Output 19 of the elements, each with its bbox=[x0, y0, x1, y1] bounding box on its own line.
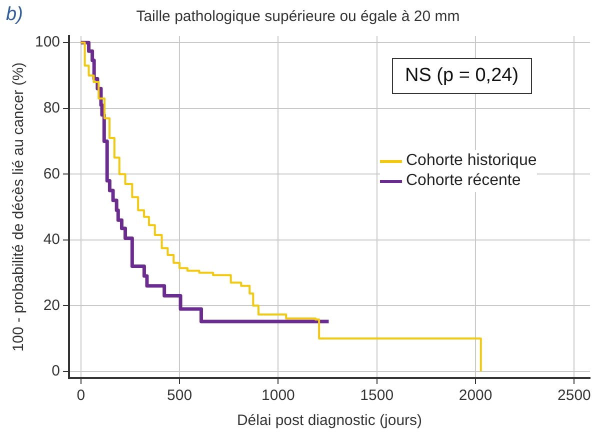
y-axis-title: 100 - probabilité de décès lié au cancer (%) bbox=[10, 62, 28, 352]
y-tick-label: 40 bbox=[43, 231, 60, 248]
x-tick-label: 0 bbox=[76, 387, 86, 404]
y-tick-label: 20 bbox=[43, 296, 60, 314]
y-tick-label: 100 bbox=[34, 34, 60, 51]
x-tick-label: 2500 bbox=[558, 387, 591, 404]
y-tick-label: 60 bbox=[43, 165, 60, 182]
x-tick-label: 1000 bbox=[262, 387, 295, 404]
legend-label: Cohorte récente bbox=[406, 172, 521, 190]
text: b) bbox=[6, 4, 23, 26]
x-tick-label: 1500 bbox=[360, 387, 394, 404]
chart-title: Taille pathologique supérieure ou égale à 20 mm bbox=[136, 8, 460, 26]
legend-label: Cohorte historique bbox=[406, 152, 537, 170]
y-tick-label: 0 bbox=[52, 362, 60, 380]
y-tick-label: 80 bbox=[43, 99, 60, 116]
annotation: NS (p = 0,24) bbox=[392, 58, 532, 94]
x-tick-label: 2000 bbox=[458, 387, 492, 404]
x-tick-label: 500 bbox=[167, 387, 192, 404]
x-axis-title: Délai post diagnostic (jours) bbox=[236, 412, 422, 430]
